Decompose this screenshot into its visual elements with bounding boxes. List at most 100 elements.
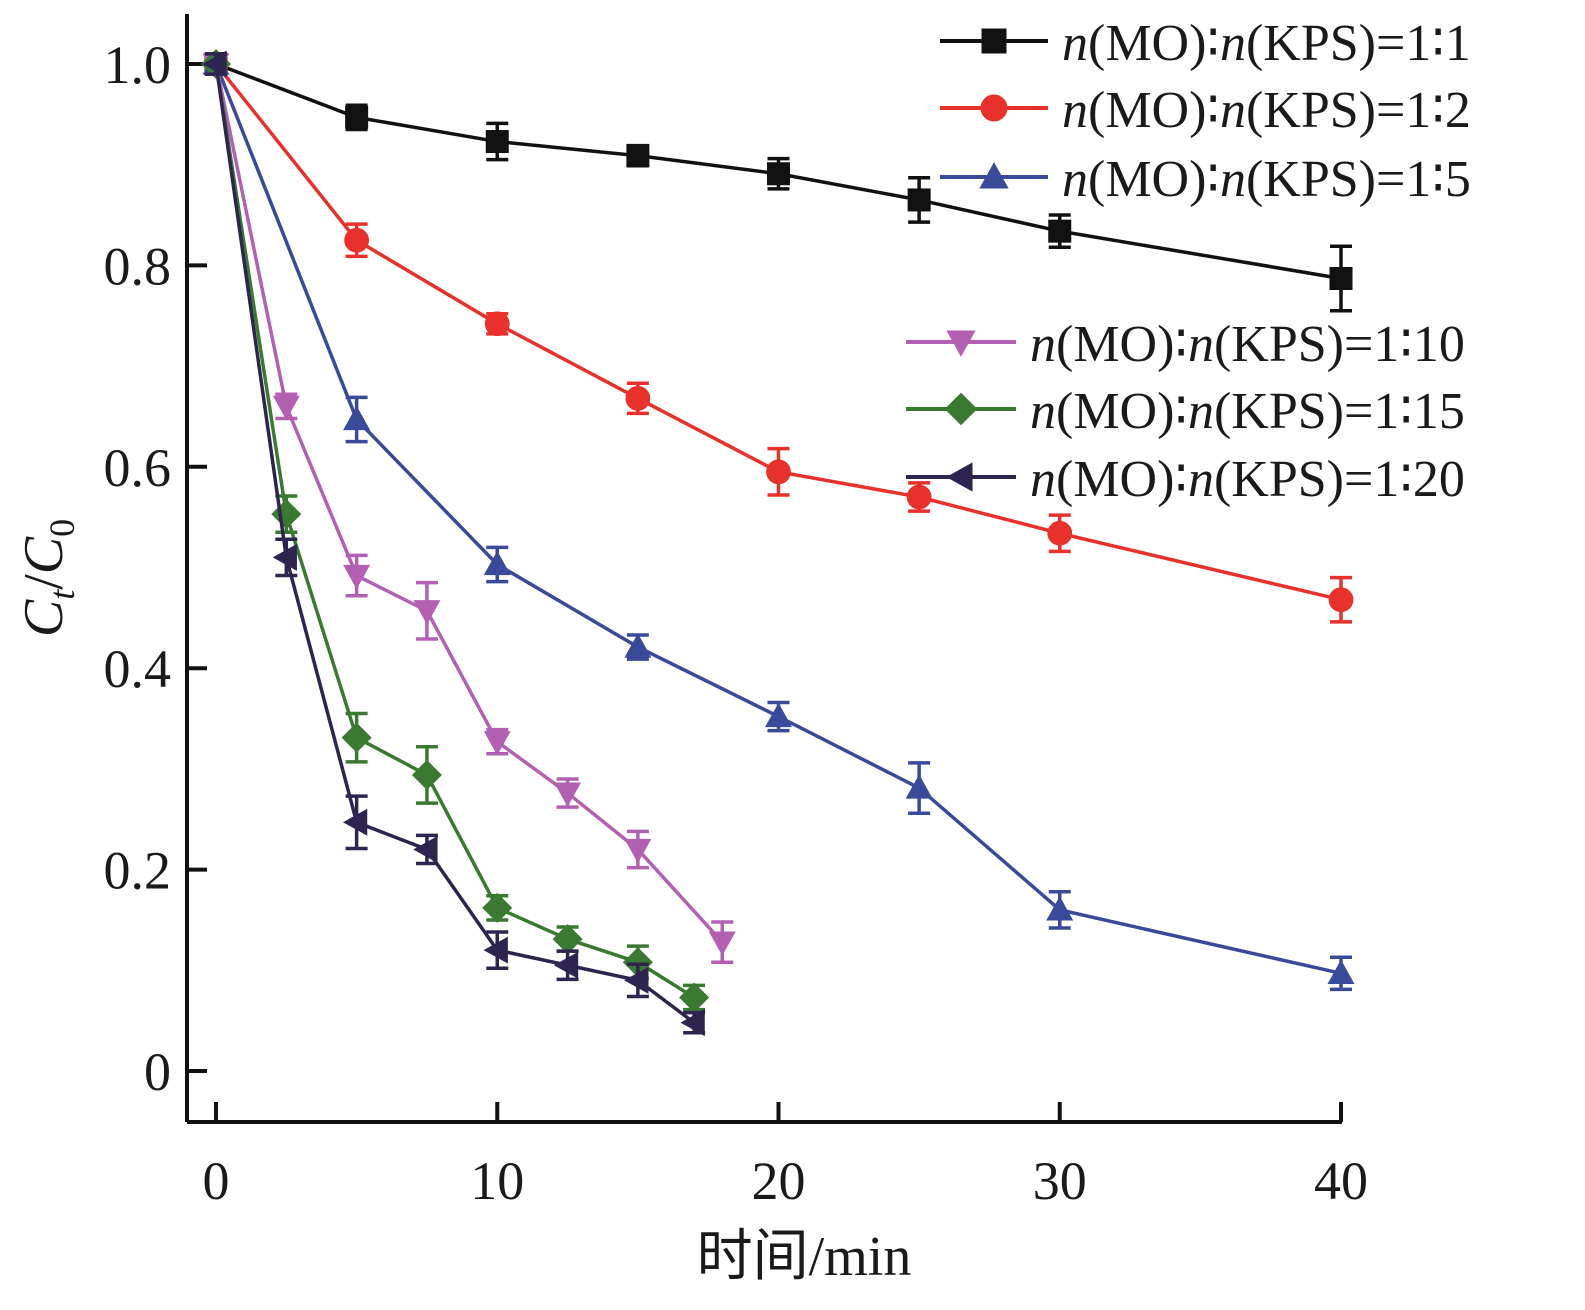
data-point [485, 130, 509, 154]
data-point [484, 311, 510, 337]
data-point [625, 385, 651, 411]
legend-marker [979, 162, 1009, 189]
data-point [344, 227, 370, 253]
data-point [626, 144, 650, 168]
legend-label: n(MO)∶n(KPS)=1∶20 [1030, 451, 1465, 508]
data-point [766, 459, 791, 485]
legend-marker [946, 462, 973, 492]
x-tick-label: 30 [1033, 1151, 1087, 1211]
y-tick-label: 0.2 [104, 841, 172, 901]
data-point [413, 835, 438, 863]
legend-label: n(MO)∶n(KPS)=1∶5 [1062, 151, 1471, 208]
legend-marker [944, 392, 978, 426]
series-line [214, 63, 1342, 976]
data-point [1329, 266, 1353, 290]
y-tick: 0.8 [104, 236, 207, 296]
data-point [905, 774, 933, 799]
data-point [341, 722, 372, 753]
data-point [624, 838, 652, 864]
series-line [214, 63, 696, 1025]
data-point [343, 405, 371, 431]
data-point [483, 731, 511, 756]
data-point [272, 543, 297, 571]
legend-entry-2: n(MO)∶n(KPS)=1∶2 [940, 82, 1471, 139]
axes [185, 14, 1342, 1124]
y-axis-title-part: C [13, 536, 75, 574]
data-point [1047, 520, 1073, 546]
legend-entry-4: n(MO)∶n(KPS)=1∶10 [906, 316, 1465, 373]
series-6 [202, 50, 706, 1037]
x-tick-label: 20 [752, 1151, 806, 1211]
legend-label: n(MO)∶n(KPS)=1∶2 [1062, 82, 1471, 139]
y-tick: 0.6 [104, 438, 207, 498]
x-ticks: 0 10 20 30 40 [203, 1102, 1368, 1211]
data-point [907, 188, 931, 212]
y-axis-title-part: 0 [42, 519, 82, 537]
x-tick: 10 [470, 1102, 524, 1211]
legend-entry-5: n(MO)∶n(KPS)=1∶15 [906, 383, 1465, 440]
legend-entry-3: n(MO)∶n(KPS)=1∶5 [940, 151, 1471, 208]
data-point [765, 702, 792, 728]
data-point [553, 951, 579, 979]
series-4 [202, 52, 736, 964]
x-tick-label: 40 [1314, 1151, 1368, 1211]
series-line [214, 62, 1342, 602]
data-point [680, 1009, 705, 1037]
x-tick: 20 [752, 1102, 806, 1211]
y-tick-label: 0.8 [104, 236, 172, 296]
y-tick: 0.4 [104, 639, 207, 699]
legend: n(MO)∶n(KPS)=1∶1 n(MO)∶n(KPS)=1∶2 n(MO)∶n(… [906, 15, 1471, 508]
series-2 [203, 51, 1354, 624]
y-tick-label: 0.6 [104, 438, 172, 498]
y-axis-title-part: / [13, 574, 75, 590]
y-axis-title-part: C [13, 599, 75, 637]
data-point [483, 550, 511, 576]
data-point [624, 633, 652, 658]
x-tick-label: 0 [203, 1151, 230, 1211]
legend-label: n(MO)∶n(KPS)=1∶1 [1062, 15, 1471, 72]
data-point [1048, 219, 1072, 243]
y-tick: 0 [144, 1042, 207, 1102]
series-line [214, 63, 696, 999]
y-tick-label: 0 [144, 1042, 171, 1102]
y-ticks: 0 0.2 0.4 0.6 0.8 1.0 [104, 35, 207, 1102]
y-tick: 1.0 [104, 35, 207, 95]
data-point [482, 892, 513, 923]
y-axis-title: Ct/C0 [13, 519, 82, 637]
legend-label: n(MO)∶n(KPS)=1∶15 [1030, 383, 1465, 440]
data-point [272, 395, 300, 421]
data-point [554, 782, 582, 807]
series-line [215, 62, 1342, 281]
data-point [1328, 587, 1354, 613]
data-point [271, 499, 302, 530]
series-layer [200, 48, 1355, 1037]
data-point [767, 162, 790, 186]
legend-marker [980, 94, 1008, 122]
data-point [624, 966, 649, 994]
y-axis-title-text: Ct/C0 [13, 519, 82, 637]
x-axis-title: 时间/min [697, 1226, 912, 1288]
x-tick: 40 [1314, 1102, 1368, 1211]
series-line [214, 63, 724, 944]
x-tick: 0 [203, 1102, 230, 1211]
data-point [483, 936, 508, 964]
data-point [708, 931, 736, 956]
legend-marker [981, 28, 1007, 54]
data-point [345, 105, 369, 129]
series-3 [202, 50, 1355, 992]
data-point [343, 564, 371, 590]
y-tick-label: 1.0 [104, 35, 172, 95]
x-tick-label: 10 [470, 1151, 524, 1211]
legend-entry-6: n(MO)∶n(KPS)=1∶20 [906, 451, 1465, 508]
data-point [1046, 896, 1074, 921]
y-tick: 0.2 [104, 841, 207, 901]
y-axis-title-part: t [42, 589, 82, 600]
legend-entry-1: n(MO)∶n(KPS)=1∶1 [940, 15, 1471, 72]
x-tick: 30 [1033, 1102, 1087, 1211]
data-point [202, 50, 227, 78]
legend-label: n(MO)∶n(KPS)=1∶10 [1030, 316, 1465, 373]
data-point [342, 808, 368, 836]
data-point [552, 924, 583, 955]
y-tick-label: 0.4 [104, 639, 172, 699]
